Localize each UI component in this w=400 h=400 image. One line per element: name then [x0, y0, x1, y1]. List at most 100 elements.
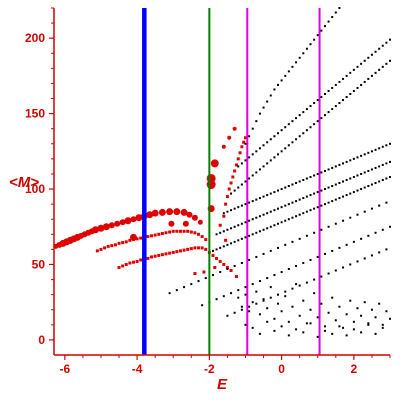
data-point — [262, 252, 265, 255]
data-point — [269, 159, 272, 162]
data-point — [255, 171, 258, 174]
data-point — [352, 175, 355, 178]
data-point — [305, 281, 308, 284]
data-point — [342, 266, 345, 269]
data-point — [309, 308, 312, 311]
data-point — [291, 120, 294, 123]
data-point — [370, 254, 373, 257]
data-point — [338, 80, 341, 83]
data-point — [370, 53, 373, 56]
data-point — [378, 204, 381, 207]
data-point — [175, 250, 179, 254]
data-point — [255, 198, 258, 201]
data-point — [313, 231, 316, 234]
data-point — [284, 290, 287, 293]
data-point — [338, 102, 341, 105]
data-point — [131, 238, 135, 242]
data-point — [225, 195, 229, 199]
data-point — [277, 132, 279, 135]
data-point — [226, 210, 229, 213]
data-point — [309, 43, 312, 46]
data-point — [130, 216, 137, 223]
data-point — [124, 262, 128, 266]
data-point — [291, 240, 294, 243]
data-point — [331, 249, 334, 252]
data-point — [356, 174, 359, 177]
data-point — [367, 234, 370, 237]
data-point — [244, 159, 247, 162]
data-point — [363, 80, 366, 83]
data-point — [305, 210, 308, 213]
data-point — [255, 216, 258, 219]
data-point — [189, 247, 193, 251]
data-point — [363, 59, 366, 62]
data-point — [226, 268, 229, 271]
data-point — [287, 123, 290, 126]
data-point — [244, 323, 247, 326]
data-point — [273, 209, 276, 212]
data-point — [381, 228, 384, 231]
data-point — [287, 185, 290, 188]
data-point — [320, 204, 323, 207]
data-point — [374, 71, 377, 74]
x-tick-label: -4 — [132, 362, 143, 376]
data-point — [356, 156, 359, 159]
data-point — [277, 246, 279, 249]
data-point — [370, 150, 373, 153]
data-point — [291, 216, 294, 219]
data-point — [135, 214, 143, 222]
plot-marks — [53, 7, 391, 338]
data-point — [193, 231, 197, 235]
data-point — [210, 159, 219, 168]
data-point — [298, 213, 301, 216]
data-point — [229, 269, 233, 273]
data-point — [313, 207, 316, 210]
data-point — [381, 65, 384, 68]
data-point — [313, 38, 316, 41]
data-point — [327, 20, 330, 23]
data-point — [381, 163, 384, 166]
data-point — [244, 180, 247, 183]
data-point — [331, 86, 334, 89]
data-point — [295, 328, 298, 331]
data-point — [316, 316, 319, 319]
data-point — [269, 94, 272, 97]
data-point — [273, 317, 276, 320]
data-point — [349, 299, 352, 302]
data-point — [106, 244, 110, 248]
data-point — [284, 186, 287, 189]
data-point — [316, 34, 319, 37]
data-point — [277, 189, 279, 192]
data-point — [370, 308, 373, 311]
data-point — [124, 240, 128, 244]
data-point — [378, 251, 381, 254]
data-point — [255, 290, 258, 293]
data-point — [266, 194, 269, 197]
data-point — [255, 255, 258, 258]
data-point — [356, 86, 359, 89]
data-point — [385, 41, 388, 44]
data-point — [248, 234, 251, 237]
data-point — [305, 195, 308, 198]
data-point — [284, 147, 287, 150]
data-point — [302, 111, 305, 114]
data-point — [240, 237, 243, 240]
data-point — [234, 163, 238, 167]
data-point — [363, 210, 366, 213]
data-point — [356, 213, 359, 216]
data-point — [175, 229, 179, 233]
data-point — [255, 231, 258, 234]
data-point — [302, 331, 305, 334]
data-point — [224, 238, 228, 242]
data-point — [352, 240, 355, 243]
data-point — [334, 105, 337, 108]
data-point — [316, 255, 319, 258]
data-point — [352, 157, 355, 160]
data-point — [360, 62, 363, 65]
data-point — [313, 174, 316, 177]
data-point — [117, 241, 121, 245]
data-point — [171, 229, 175, 233]
data-point — [370, 168, 373, 171]
data-point — [146, 235, 150, 239]
data-point — [168, 251, 172, 255]
